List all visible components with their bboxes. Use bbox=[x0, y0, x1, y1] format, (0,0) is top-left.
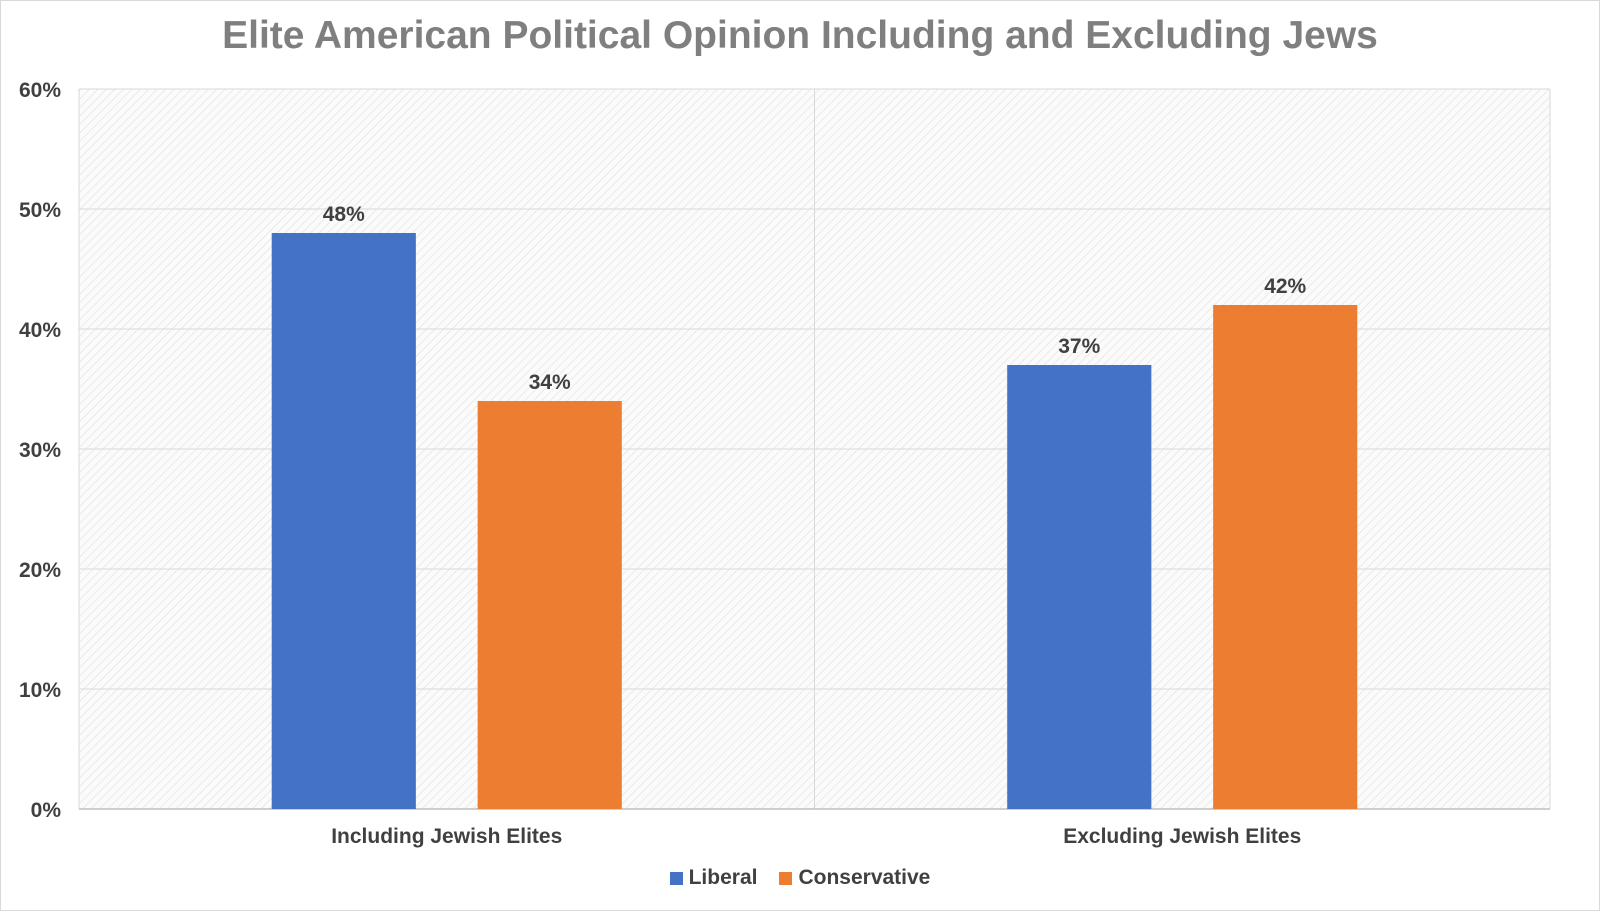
bar-conservative-1 bbox=[1213, 305, 1358, 809]
legend-item-conservative: Conservative bbox=[779, 866, 930, 890]
y-tick-label: 20% bbox=[19, 559, 61, 582]
data-label: 42% bbox=[1264, 275, 1306, 298]
data-label: 48% bbox=[323, 203, 365, 226]
legend-label: Liberal bbox=[688, 866, 758, 889]
data-labels-group: 48% 34% 37% 42% bbox=[323, 203, 1307, 394]
y-tick-label: 40% bbox=[19, 319, 61, 342]
legend-swatch bbox=[779, 871, 793, 885]
y-tick-label: 10% bbox=[19, 679, 61, 702]
y-tick-label: 50% bbox=[19, 199, 61, 222]
bars-group bbox=[271, 233, 1358, 809]
y-axis: 0% 10% 20% 30% 40% 50% 60% bbox=[19, 79, 61, 822]
chart-title: Elite American Political Opinion Includi… bbox=[222, 14, 1378, 57]
legend: Liberal Conservative bbox=[0, 866, 1600, 890]
x-category-label: Excluding Jewish Elites bbox=[1063, 825, 1301, 848]
data-label: 37% bbox=[1058, 335, 1100, 358]
y-tick-label: 60% bbox=[19, 79, 61, 102]
y-tick-label: 0% bbox=[31, 799, 62, 822]
legend-item-liberal: Liberal bbox=[669, 866, 758, 890]
data-label: 34% bbox=[529, 371, 571, 394]
y-tick-label: 30% bbox=[19, 439, 61, 462]
legend-label: Conservative bbox=[798, 866, 931, 889]
bar-liberal-1 bbox=[1007, 365, 1152, 809]
x-axis: Including Jewish Elites Excluding Jewish … bbox=[331, 825, 1301, 848]
bar-conservative-0 bbox=[477, 401, 622, 809]
x-category-label: Including Jewish Elites bbox=[331, 825, 562, 848]
bar-liberal-0 bbox=[271, 233, 416, 809]
legend-swatch bbox=[669, 871, 683, 885]
